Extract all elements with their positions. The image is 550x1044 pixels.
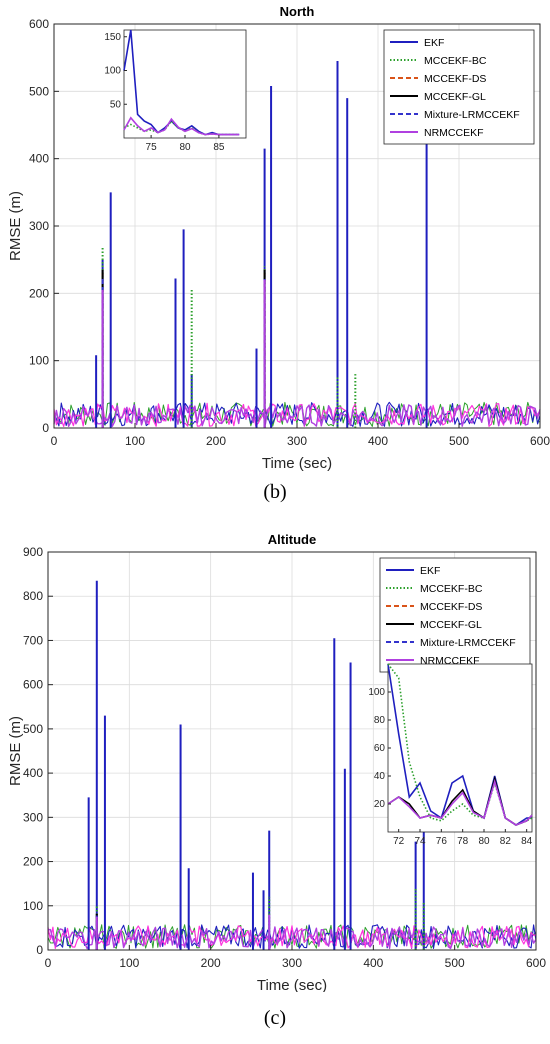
- legend: EKF MCCEKF-BC MCCEKF-DS MCCEKF-GL Mixture-LR…: [383, 29, 535, 145]
- inset-y-tick-label: 60: [374, 743, 386, 754]
- series-noise-nrmccekf: [47, 926, 537, 950]
- legend-entry: Mixture-LRMCCEKF: [420, 637, 516, 649]
- inset-series-nrmccekf: [123, 116, 240, 136]
- x-axis-label: Time (sec): [262, 455, 332, 472]
- y-axis-label: RMSE (m): [7, 716, 24, 786]
- y-tick-label: 500: [29, 84, 49, 98]
- inset: 75 80 85 50 100 150: [104, 29, 247, 153]
- peaks: [95, 61, 428, 428]
- inset-box: [387, 663, 533, 833]
- legend-entry: NRMCCEKF: [424, 127, 484, 139]
- inset-x-tick-label: 78: [457, 836, 469, 847]
- x-tick-label: 600: [530, 434, 550, 448]
- x-tick-label: 0: [45, 956, 52, 970]
- inset-x-tick-label: 82: [500, 836, 512, 847]
- y-tick-label: 300: [29, 219, 49, 233]
- peaks: [87, 580, 425, 950]
- inset-x-tick-label: 75: [146, 142, 158, 153]
- legend-entry: MCCEKF-GL: [420, 619, 482, 631]
- inset-x-tick-label: 84: [521, 836, 533, 847]
- series-noise-nrmccekf: [53, 404, 541, 427]
- x-tick-label: 500: [449, 434, 469, 448]
- series-noise-magenta: [47, 925, 537, 949]
- y-tick-label: 100: [29, 354, 49, 368]
- y-tick-label: 600: [23, 678, 43, 692]
- inset-x-tick-label: 72: [393, 836, 405, 847]
- y-tick-label: 500: [23, 722, 43, 736]
- x-tick-label: 500: [445, 956, 465, 970]
- x-tick-label: 200: [201, 956, 221, 970]
- y-tick-label: 800: [23, 589, 43, 603]
- chart-title: Altitude: [268, 532, 316, 547]
- tick-labels: 0 100 200 300 400 500 600 0 100 200 300 400 500 600 70…: [23, 545, 546, 970]
- y-tick-label: 400: [23, 766, 43, 780]
- y-tick-label: 0: [42, 421, 49, 435]
- y-tick-label: 600: [29, 17, 49, 31]
- inset-x-tick-label: 85: [213, 142, 225, 153]
- inset-x-tick-label: 76: [436, 836, 448, 847]
- x-tick-label: 300: [287, 434, 307, 448]
- legend-entry: EKF: [424, 37, 444, 49]
- inset-y-tick-label: 100: [104, 66, 121, 77]
- legend-entry: MCCEKF-DS: [424, 73, 486, 85]
- legend-entry: MCCEKF-BC: [424, 55, 487, 67]
- x-tick-label: 0: [51, 434, 58, 448]
- inset-y-tick-label: 50: [110, 99, 122, 110]
- inset-y-tick-label: 40: [374, 771, 386, 782]
- x-tick-label: 200: [206, 434, 226, 448]
- inset-y-tick-label: 20: [374, 799, 386, 810]
- y-tick-label: 400: [29, 152, 49, 166]
- inset-box: [123, 29, 247, 139]
- legend-entry: Mixture-LRMCCEKF: [424, 109, 520, 121]
- legend-entry: EKF: [420, 565, 440, 577]
- y-tick-label: 900: [23, 545, 43, 559]
- inset-x-tick-label: 80: [179, 142, 191, 153]
- noise-traces: [47, 924, 537, 950]
- inset-y-tick-label: 100: [368, 687, 385, 698]
- y-tick-label: 200: [29, 286, 49, 300]
- y-tick-label: 200: [23, 855, 43, 869]
- legend-box: [379, 557, 531, 673]
- chart-north: 0 100 200 300 400 500 600 0 100 200 300 400 500 600 No…: [7, 4, 550, 472]
- inset-y-tick-label: 80: [374, 715, 386, 726]
- y-tick-label: 0: [36, 943, 43, 957]
- y-tick-label: 100: [23, 899, 43, 913]
- y-tick-label: 700: [23, 633, 43, 647]
- inset-x-tick-label: 74: [414, 836, 426, 847]
- inset-series-nrmccekf: [387, 778, 533, 826]
- x-tick-label: 100: [119, 956, 139, 970]
- legend-entry: MCCEKF-DS: [420, 601, 482, 613]
- y-tick-label: 300: [23, 810, 43, 824]
- chart-altitude: 0 100 200 300 400 500 600 0 100 200 300 400 500 600 70…: [7, 532, 546, 992]
- panel-label-b: (b): [263, 481, 287, 503]
- chart-title: North: [280, 4, 315, 19]
- y-axis-label: RMSE (m): [7, 191, 24, 261]
- x-tick-label: 300: [282, 956, 302, 970]
- x-tick-label: 400: [368, 434, 388, 448]
- legend-entry: MCCEKF-BC: [420, 583, 483, 595]
- x-axis-label: Time (sec): [257, 977, 327, 992]
- inset-y-tick-label: 150: [104, 32, 121, 43]
- tick-labels: 0 100 200 300 400 500 600 0 100 200 300 400 500 600: [29, 17, 550, 448]
- legend: EKF MCCEKF-BC MCCEKF-DS MCCEKF-GL Mixture-LR…: [379, 557, 531, 673]
- legend-entry: MCCEKF-GL: [424, 91, 486, 103]
- x-tick-label: 100: [125, 434, 145, 448]
- legend-box: [383, 29, 535, 145]
- inset: 72 74 76 78 80 82 84 20 40 60 80 100: [368, 663, 533, 847]
- x-tick-label: 600: [526, 956, 546, 970]
- inset-x-tick-label: 80: [478, 836, 490, 847]
- panel-label-c: (c): [263, 1007, 287, 1029]
- x-tick-label: 400: [363, 956, 383, 970]
